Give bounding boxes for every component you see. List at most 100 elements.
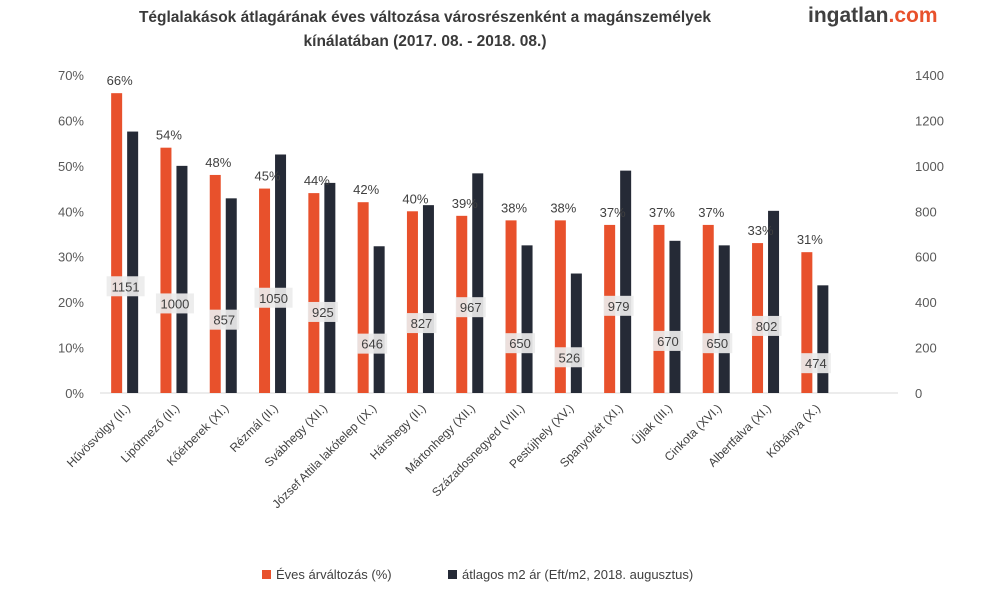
data-label-annual-change: 33% (748, 223, 774, 238)
bar-annual-change (406, 211, 418, 393)
data-label-avg-price: 526 (558, 350, 580, 365)
data-label-avg-price: 967 (460, 300, 482, 315)
x-category-label: Újlak (III.) (628, 401, 675, 448)
data-label-bg-avg-price (751, 315, 782, 336)
chart-title-line1: Téglalakások átlagárának éves változása … (138, 9, 712, 26)
bar-annual-change (653, 224, 665, 393)
y-right-tick-label: 400 (915, 295, 937, 310)
data-label-annual-change: 39% (452, 196, 478, 211)
legend-swatch-series2 (448, 570, 457, 579)
category-labels: Hűvösvölgy (II.)Lipótmező (II.)Kőérberek… (64, 401, 823, 512)
data-label-avg-price: 646 (361, 337, 383, 352)
y-right-tick-label: 800 (915, 204, 937, 219)
legend-label-series2: átlagos m2 ár (Eft/m2, 2018. augusztus) (462, 567, 693, 582)
data-label-bg-avg-price (357, 333, 388, 354)
bar-avg-price (620, 170, 632, 393)
y-right-tick-label: 600 (915, 250, 937, 265)
y-left-tick-label: 40% (58, 204, 84, 219)
bar-annual-change (209, 174, 221, 393)
x-category-label: Századosnegyed (VIII.) (429, 401, 527, 499)
logo-part1: ingatlan (808, 4, 889, 27)
labels-group: 66% 1151 54% 1000 48% 857 45% 1050 44% 925 42% 646 4… (106, 73, 831, 374)
data-label-annual-change: 48% (205, 155, 231, 170)
data-label-avg-price: 650 (706, 336, 728, 351)
data-label-bg-avg-price (254, 287, 293, 308)
data-label-avg-price: 857 (213, 313, 235, 328)
data-label-avg-price: 827 (411, 316, 433, 331)
y-left-tick-label: 0% (65, 386, 84, 401)
y-left-tick-label: 60% (58, 113, 84, 128)
chart-title: Téglalakások átlagárának éves változása … (80, 6, 770, 54)
data-label-avg-price: 979 (608, 299, 630, 314)
data-label-annual-change: 38% (550, 200, 576, 215)
ingatlan-logo: ingatlan.com (808, 4, 938, 28)
bar-annual-change (702, 224, 714, 393)
data-label-bg-avg-price (307, 301, 338, 322)
data-label-bg-avg-price (155, 293, 194, 314)
data-label-avg-price: 1000 (160, 296, 189, 311)
data-label-annual-change: 38% (501, 200, 527, 215)
data-label-annual-change: 37% (649, 205, 675, 220)
data-label-annual-change: 40% (402, 191, 428, 206)
x-category-label: Rézmál (II.) (227, 401, 281, 455)
data-label-avg-price: 670 (657, 334, 679, 349)
data-label-avg-price: 925 (312, 305, 334, 320)
bar-avg-price (570, 273, 582, 393)
bar-avg-price (817, 285, 829, 393)
logo-part2: .com (888, 4, 938, 27)
data-label-bg-avg-price (652, 330, 683, 351)
bar-annual-change (160, 147, 172, 393)
bar-annual-change (308, 193, 320, 393)
bar-avg-price (669, 240, 681, 393)
data-label-bg-avg-price (455, 297, 486, 318)
data-label-bg-avg-price (106, 276, 145, 297)
y-left-tick-label: 30% (58, 250, 84, 265)
bar-avg-price (324, 182, 336, 393)
bar-avg-price (127, 131, 139, 393)
data-label-avg-price: 802 (756, 319, 778, 334)
data-label-annual-change: 45% (255, 169, 281, 184)
data-label-avg-price: 1151 (112, 279, 140, 294)
y-left-tick-label: 50% (58, 159, 84, 174)
bar-avg-price (275, 154, 287, 393)
legend-swatch-series1 (262, 570, 271, 579)
bar-annual-change (801, 252, 813, 393)
y-right-tick-label: 0 (915, 386, 922, 401)
y-right-tick-label: 1000 (915, 159, 944, 174)
data-label-avg-price: 650 (509, 336, 531, 351)
bar-annual-change (554, 220, 566, 393)
legend: Éves árváltozás (%) átlagos m2 ár (Eft/m… (262, 567, 693, 582)
data-label-annual-change: 31% (797, 232, 823, 247)
bar-avg-price (422, 205, 434, 393)
bar-avg-price (718, 245, 730, 393)
data-label-avg-price: 474 (805, 356, 827, 371)
bar-annual-change (111, 93, 123, 394)
data-label-annual-change: 37% (698, 205, 724, 220)
y-left-tick-label: 20% (58, 295, 84, 310)
data-label-annual-change: 42% (353, 182, 379, 197)
data-label-annual-change: 44% (304, 173, 330, 188)
bar-avg-price (472, 173, 484, 393)
bar-annual-change (505, 220, 517, 393)
y-left-tick-label: 10% (58, 341, 84, 356)
y-right-tick-label: 1400 (915, 68, 944, 83)
data-label-bg-avg-price (702, 333, 733, 354)
y-axis-left: 0% 10% 20% 30% 40% 50% 60% 70% (58, 68, 84, 401)
chart-title-line2: kínálatában (2017. 08. - 2018. 08.) (303, 33, 547, 50)
data-label-annual-change: 66% (107, 73, 133, 88)
data-label-bg-avg-price (505, 333, 536, 354)
bar-avg-price (225, 198, 237, 393)
y-left-tick-label: 70% (58, 68, 84, 83)
data-label-bg-avg-price (800, 353, 831, 374)
data-label-bg-avg-price (603, 295, 634, 316)
y-right-tick-label: 1200 (915, 113, 944, 128)
bar-avg-price (176, 165, 188, 393)
bar-avg-price (521, 245, 533, 393)
legend-label-series1: Éves árváltozás (%) (276, 567, 392, 582)
bar-avg-price (373, 246, 385, 393)
y-axis-right: 0 200 400 600 800 1000 1200 1400 (915, 68, 944, 401)
data-label-annual-change: 54% (156, 128, 182, 143)
y-right-tick-label: 200 (915, 341, 937, 356)
x-category-label: József Attila lakótelep (IX.) (269, 401, 379, 511)
